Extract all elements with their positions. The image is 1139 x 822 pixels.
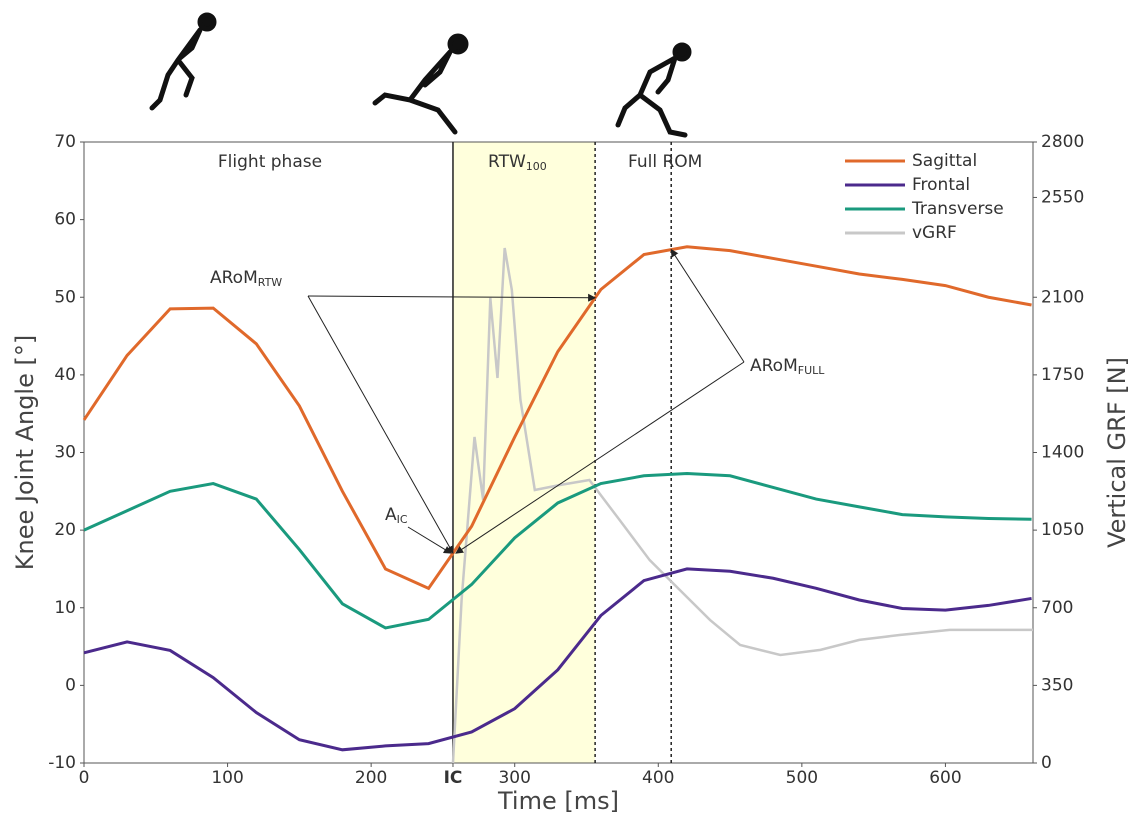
y-tick-label: 10 xyxy=(54,598,76,618)
annotation-arom-rtw-main: ARoM xyxy=(210,268,258,288)
legend-label: Sagittal xyxy=(912,151,977,171)
skeleton-icons xyxy=(152,15,689,135)
y-tick-label: 70 xyxy=(54,132,76,152)
annotation-arrow xyxy=(408,527,451,553)
skeleton-flight xyxy=(152,15,214,108)
annotation-arrow xyxy=(308,296,453,553)
x-tick-label: 300 xyxy=(498,768,530,788)
y2-axis-label: Vertical GRF [N] xyxy=(1103,357,1131,548)
y2-tick-label: 2100 xyxy=(1041,287,1084,307)
annotation-arom-full: ARoMFULL xyxy=(750,356,825,377)
x-axis-label: Time [ms] xyxy=(497,787,619,815)
y-tick-label: 50 xyxy=(54,287,76,307)
y-tick-label: 30 xyxy=(54,443,76,463)
annotation-arom-rtw-sub: RTW xyxy=(258,276,283,289)
rtw-label-main: RTW xyxy=(488,152,526,172)
legend-label: vGRF xyxy=(912,223,957,243)
legend-label: Frontal xyxy=(912,175,970,195)
full-rom-label: Full ROM xyxy=(628,152,702,172)
y2-tick-label: 1050 xyxy=(1041,520,1084,540)
x-tick-label: 0 xyxy=(79,768,90,788)
x-tick-label: 600 xyxy=(929,768,961,788)
annotation-aic-main: A xyxy=(385,505,397,525)
y-tick-label: 60 xyxy=(54,210,76,230)
x-tick-label: 400 xyxy=(642,768,674,788)
y2-tick-label: 0 xyxy=(1041,753,1052,773)
x-tick-label: 100 xyxy=(211,768,243,788)
annotation-aic-sub: IC xyxy=(397,513,408,526)
legend-label: Transverse xyxy=(911,199,1004,219)
skeleton-contact xyxy=(375,36,466,132)
chart: 0100200IC300400500600-100102030405060700… xyxy=(0,0,1139,822)
skeleton-full xyxy=(618,45,689,135)
y2-tick-label: 1750 xyxy=(1041,365,1084,385)
x-tick-label: IC xyxy=(444,768,463,788)
y2-tick-label: 1400 xyxy=(1041,443,1084,463)
y2-tick-label: 2550 xyxy=(1041,187,1084,207)
y2-tick-label: 700 xyxy=(1041,598,1073,618)
y2-tick-label: 2800 xyxy=(1041,132,1084,152)
rtw-label-sub: 100 xyxy=(526,160,547,173)
annotation-aic: AIC xyxy=(385,505,408,526)
y-tick-label: 20 xyxy=(54,520,76,540)
x-tick-label: 200 xyxy=(355,768,387,788)
y-axis-label: Knee Joint Angle [°] xyxy=(11,335,39,570)
y-tick-label: 40 xyxy=(54,365,76,385)
annotation-arrow xyxy=(671,250,744,362)
y-tick-label: -10 xyxy=(48,753,76,773)
annotation-arom-rtw: ARoMRTW xyxy=(210,268,282,289)
annotation-arom-full-sub: FULL xyxy=(798,364,826,377)
x-tick-label: 500 xyxy=(786,768,818,788)
y2-tick-label: 350 xyxy=(1041,675,1073,695)
annotation-arom-full-main: ARoM xyxy=(750,356,798,376)
y-tick-label: 0 xyxy=(65,675,76,695)
phase-label: Flight phase xyxy=(218,152,322,172)
